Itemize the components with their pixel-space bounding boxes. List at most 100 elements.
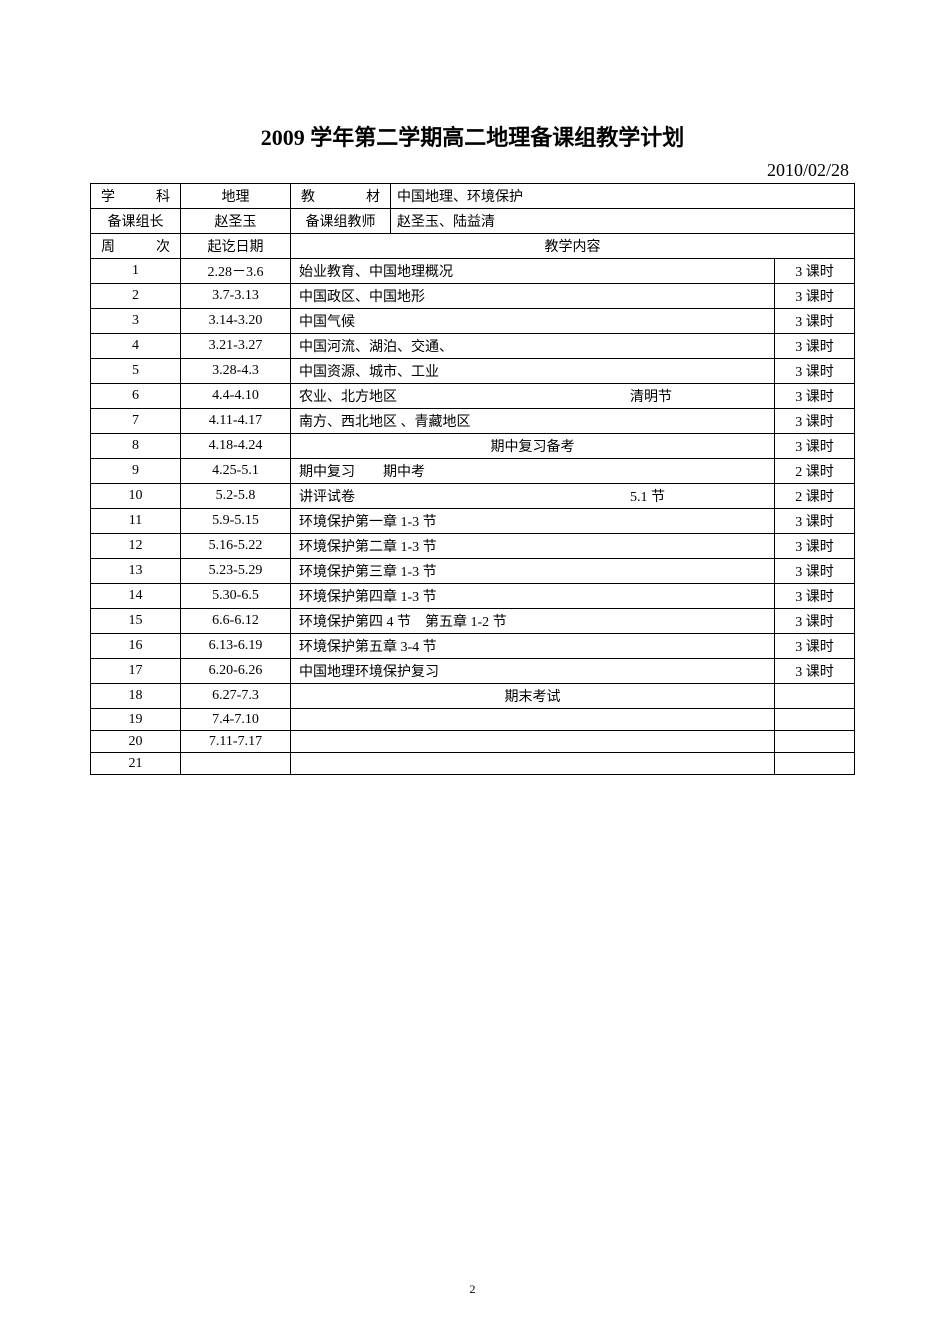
content-cell: 环境保护第五章 3-4 节: [291, 634, 775, 659]
hours-cell: 3 课时: [775, 359, 855, 384]
week-cell: 14: [91, 584, 181, 609]
hours-cell: 3 课时: [775, 334, 855, 359]
hours-cell: 3 课时: [775, 634, 855, 659]
table-row: 166.13-6.19环境保护第五章 3-4 节3 课时: [91, 634, 855, 659]
date-cell: 3.21-3.27: [181, 334, 291, 359]
table-row: 115.9-5.15环境保护第一章 1-3 节3 课时: [91, 509, 855, 534]
table-row: 186.27-7.3期末考试: [91, 684, 855, 709]
week-cell: 2: [91, 284, 181, 309]
hours-cell: 3 课时: [775, 259, 855, 284]
table-row: 176.20-6.26中国地理环境保护复习3 课时: [91, 659, 855, 684]
week-cell: 16: [91, 634, 181, 659]
hours-cell: [775, 731, 855, 753]
week-cell: 5: [91, 359, 181, 384]
date-cell: 6.27-7.3: [181, 684, 291, 709]
hours-cell: 2 课时: [775, 459, 855, 484]
content-cell: 环境保护第四章 1-3 节: [291, 584, 775, 609]
textbook-label: 教 材: [291, 184, 391, 209]
table-row: 33.14-3.20中国气候3 课时: [91, 309, 855, 334]
table-row: 125.16-5.22环境保护第二章 1-3 节3 课时: [91, 534, 855, 559]
col-date-header: 起讫日期: [181, 234, 291, 259]
week-cell: 1: [91, 259, 181, 284]
week-cell: 13: [91, 559, 181, 584]
content-cell: 环境保护第四 4 节 第五章 1-2 节: [291, 609, 775, 634]
content-cell: 农业、北方地区清明节: [291, 384, 775, 409]
document-title: 2009 学年第二学期高二地理备课组教学计划: [90, 120, 855, 152]
week-cell: 15: [91, 609, 181, 634]
date-cell: 4.11-4.17: [181, 409, 291, 434]
hours-cell: 3 课时: [775, 309, 855, 334]
date-cell: 3.7-3.13: [181, 284, 291, 309]
hours-cell: 2 课时: [775, 484, 855, 509]
table-row: 197.4-7.10: [91, 709, 855, 731]
table-row: 145.30-6.5环境保护第四章 1-3 节3 课时: [91, 584, 855, 609]
table-row: 43.21-3.27中国河流、湖泊、交通、3 课时: [91, 334, 855, 359]
header-row-2: 备课组长 赵圣玉 备课组教师 赵圣玉、陆益清: [91, 209, 855, 234]
week-cell: 17: [91, 659, 181, 684]
content-cell: 中国气候: [291, 309, 775, 334]
content-cell: [291, 753, 775, 775]
table-row: 156.6-6.12环境保护第四 4 节 第五章 1-2 节3 课时: [91, 609, 855, 634]
hours-cell: [775, 709, 855, 731]
leader-label: 备课组长: [91, 209, 181, 234]
week-cell: 12: [91, 534, 181, 559]
week-cell: 18: [91, 684, 181, 709]
content-cell: [291, 709, 775, 731]
leader-value: 赵圣玉: [181, 209, 291, 234]
teachers-label: 备课组教师: [291, 209, 391, 234]
hours-cell: 3 课时: [775, 434, 855, 459]
date-cell: 4.25-5.1: [181, 459, 291, 484]
hours-cell: 3 课时: [775, 509, 855, 534]
content-cell: 中国资源、城市、工业: [291, 359, 775, 384]
content-cell: 始业教育、中国地理概况: [291, 259, 775, 284]
table-row: 84.18-4.24期中复习备考3 课时: [91, 434, 855, 459]
content-cell: 环境保护第一章 1-3 节: [291, 509, 775, 534]
date-cell: 6.13-6.19: [181, 634, 291, 659]
col-content-header: 教学内容: [291, 234, 855, 259]
document-date: 2010/02/28: [90, 160, 855, 181]
table-row: 94.25-5.1期中复习 期中考2 课时: [91, 459, 855, 484]
hours-cell: [775, 753, 855, 775]
date-cell: 5.23-5.29: [181, 559, 291, 584]
table-row: 12.28－3.6始业教育、中国地理概况3 课时: [91, 259, 855, 284]
table-row: 105.2-5.8讲评试卷5.1 节2 课时: [91, 484, 855, 509]
date-cell: 2.28－3.6: [181, 259, 291, 284]
week-cell: 6: [91, 384, 181, 409]
week-cell: 20: [91, 731, 181, 753]
teachers-value: 赵圣玉、陆益清: [391, 209, 855, 234]
table-row: 21: [91, 753, 855, 775]
content-cell: 中国河流、湖泊、交通、: [291, 334, 775, 359]
hours-cell: [775, 684, 855, 709]
week-cell: 10: [91, 484, 181, 509]
hours-cell: 3 课时: [775, 609, 855, 634]
content-cell: 中国地理环境保护复习: [291, 659, 775, 684]
table-row: 135.23-5.29环境保护第三章 1-3 节3 课时: [91, 559, 855, 584]
table-row: 64.4-4.10农业、北方地区清明节3 课时: [91, 384, 855, 409]
week-cell: 3: [91, 309, 181, 334]
page-number: 2: [0, 1282, 945, 1297]
schedule-table: 学 科 地理 教 材 中国地理、环境保护 备课组长 赵圣玉 备课组教师 赵圣玉、…: [90, 183, 855, 775]
hours-cell: 3 课时: [775, 659, 855, 684]
table-row: 53.28-4.3中国资源、城市、工业3 课时: [91, 359, 855, 384]
content-text: 讲评试卷: [299, 486, 630, 506]
subject-label: 学 科: [91, 184, 181, 209]
date-cell: 7.4-7.10: [181, 709, 291, 731]
date-cell: 6.6-6.12: [181, 609, 291, 634]
column-header-row: 周 次 起讫日期 教学内容: [91, 234, 855, 259]
textbook-value: 中国地理、环境保护: [391, 184, 855, 209]
content-note: 清明节: [630, 386, 770, 406]
header-row-1: 学 科 地理 教 材 中国地理、环境保护: [91, 184, 855, 209]
hours-cell: 3 课时: [775, 584, 855, 609]
content-cell: 期中复习备考: [291, 434, 775, 459]
hours-cell: 3 课时: [775, 284, 855, 309]
date-cell: 5.30-6.5: [181, 584, 291, 609]
week-cell: 8: [91, 434, 181, 459]
table-row: 74.11-4.17南方、西北地区 、青藏地区3 课时: [91, 409, 855, 434]
week-cell: 4: [91, 334, 181, 359]
content-cell: 讲评试卷5.1 节: [291, 484, 775, 509]
content-cell: 环境保护第三章 1-3 节: [291, 559, 775, 584]
date-cell: 3.14-3.20: [181, 309, 291, 334]
date-cell: 4.4-4.10: [181, 384, 291, 409]
week-cell: 11: [91, 509, 181, 534]
table-row: 207.11-7.17: [91, 731, 855, 753]
